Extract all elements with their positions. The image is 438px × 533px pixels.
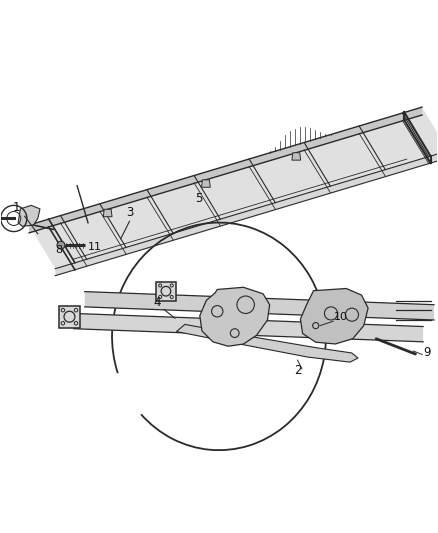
Polygon shape xyxy=(85,292,434,320)
Text: 9: 9 xyxy=(423,346,431,359)
Circle shape xyxy=(57,241,65,249)
Polygon shape xyxy=(177,325,358,362)
Polygon shape xyxy=(103,209,112,217)
Polygon shape xyxy=(201,180,210,187)
Text: 8: 8 xyxy=(55,245,62,255)
FancyBboxPatch shape xyxy=(59,306,81,328)
Text: 5: 5 xyxy=(195,192,202,205)
Text: 11: 11 xyxy=(88,243,102,252)
Polygon shape xyxy=(300,288,368,344)
Text: 10: 10 xyxy=(334,312,348,322)
Polygon shape xyxy=(29,107,438,269)
Text: 4: 4 xyxy=(154,296,161,309)
Polygon shape xyxy=(29,107,422,233)
Polygon shape xyxy=(74,313,423,342)
Text: 3: 3 xyxy=(126,206,133,219)
Polygon shape xyxy=(18,205,40,227)
Polygon shape xyxy=(200,287,270,346)
Polygon shape xyxy=(292,153,300,160)
Text: 2: 2 xyxy=(294,364,301,377)
FancyBboxPatch shape xyxy=(156,281,176,301)
Polygon shape xyxy=(55,151,438,276)
Text: 1: 1 xyxy=(12,201,20,214)
